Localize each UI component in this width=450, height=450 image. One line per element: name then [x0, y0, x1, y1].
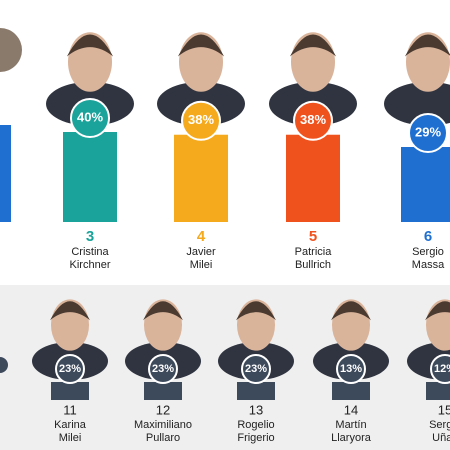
value-badge — [55, 354, 85, 384]
value-badge — [181, 100, 221, 141]
photo-hair — [331, 301, 371, 321]
pedestal — [51, 382, 89, 400]
candidate-name: SergioUñac — [429, 419, 450, 444]
photo-hair — [143, 301, 183, 321]
value-label: 23% — [245, 363, 267, 375]
photo-hair — [66, 34, 114, 57]
bar — [174, 134, 228, 222]
rank: 14 — [344, 402, 358, 417]
bar — [286, 134, 340, 222]
rank: 15 — [438, 402, 450, 417]
photo-hair — [177, 34, 225, 57]
candidate-name: Martín Llaryora — [331, 419, 372, 444]
value-label: 38% — [300, 112, 326, 127]
photo-hair — [50, 301, 90, 321]
cropped-photo — [0, 28, 22, 72]
value-badge — [148, 354, 178, 384]
rank: 5 — [309, 228, 317, 245]
photo-hair — [236, 301, 276, 321]
candidate-name: Sergio Massa — [412, 246, 445, 271]
value-label: 40% — [77, 109, 103, 124]
candidate-name: Javier Milei — [186, 246, 216, 271]
photo-hair — [404, 34, 450, 57]
candidate-name: Maximiliano Pullaro — [134, 419, 192, 444]
value-label: 12% — [434, 363, 450, 375]
value-label: 23% — [152, 363, 174, 375]
rank: 12 — [156, 402, 170, 417]
candidate-name: Cristina Kirchner — [70, 246, 111, 271]
pedestal — [332, 382, 370, 400]
candidate-name: Rogelio Frigerio — [237, 419, 274, 444]
candidate-name: Patricia Bullrich — [295, 246, 333, 271]
cropped-bar — [0, 125, 11, 222]
value-badge — [241, 354, 271, 384]
rank: 13 — [249, 402, 263, 417]
rank: 11 — [63, 402, 77, 417]
photo-hair — [425, 301, 450, 321]
pedestal — [237, 382, 275, 400]
value-badge — [408, 113, 448, 153]
rank: 4 — [197, 228, 206, 245]
pedestal — [426, 382, 450, 400]
value-badge — [293, 100, 333, 141]
value-label: 23% — [59, 363, 81, 375]
value-badge — [70, 98, 110, 138]
pedestal — [144, 382, 182, 400]
bar — [63, 132, 117, 222]
candidate-name: Karina Milei — [54, 419, 87, 444]
value-label: 29% — [415, 124, 441, 139]
bar — [401, 147, 450, 222]
value-badge — [336, 354, 366, 384]
value-badge — [430, 354, 450, 384]
value-label: 38% — [188, 112, 214, 127]
rank: 6 — [424, 228, 432, 245]
cropped-badge — [0, 357, 8, 373]
value-label: 13% — [340, 363, 362, 375]
rank: 3 — [86, 228, 94, 245]
photo-hair — [289, 34, 337, 57]
